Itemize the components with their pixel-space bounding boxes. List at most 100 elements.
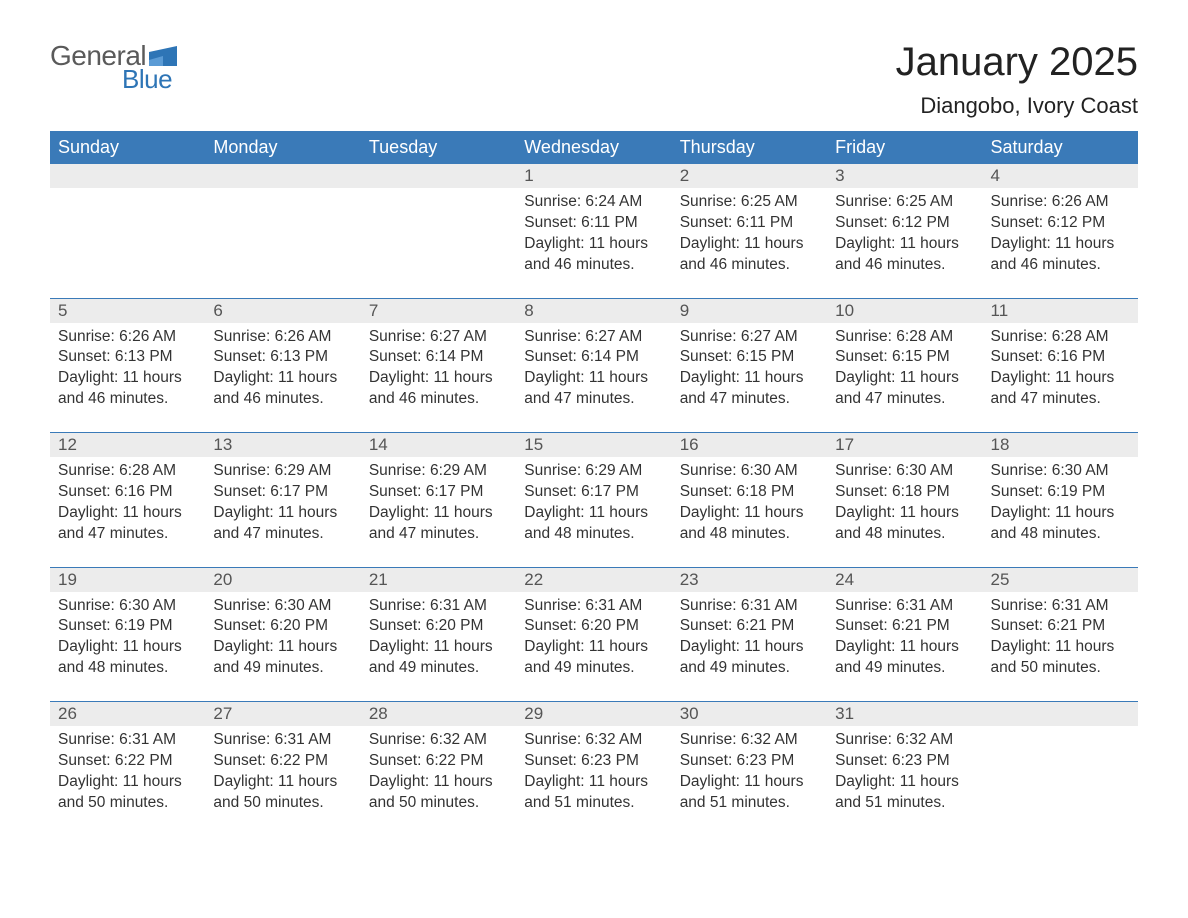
daylight-line: Daylight: 11 hours and 48 minutes. <box>835 503 974 545</box>
sunrise-line: Sunrise: 6:31 AM <box>58 730 197 751</box>
sunset-line: Sunset: 6:22 PM <box>369 751 508 772</box>
day-detail-cell: Sunrise: 6:28 AMSunset: 6:16 PMDaylight:… <box>50 457 205 567</box>
sunset-line: Sunset: 6:20 PM <box>369 616 508 637</box>
day-number-row: 19202122232425 <box>50 567 1138 592</box>
day-number-cell: 25 <box>983 567 1138 592</box>
sunrise-line: Sunrise: 6:30 AM <box>991 461 1130 482</box>
sunrise-line: Sunrise: 6:30 AM <box>213 596 352 617</box>
sunrise-line: Sunrise: 6:31 AM <box>213 730 352 751</box>
sunrise-line: Sunrise: 6:26 AM <box>58 327 197 348</box>
day-number-row: 262728293031 <box>50 702 1138 727</box>
sunset-line: Sunset: 6:21 PM <box>835 616 974 637</box>
calendar-table: Sunday Monday Tuesday Wednesday Thursday… <box>50 131 1138 836</box>
day-detail-cell: Sunrise: 6:30 AMSunset: 6:18 PMDaylight:… <box>672 457 827 567</box>
day-detail-cell: Sunrise: 6:25 AMSunset: 6:12 PMDaylight:… <box>827 188 982 298</box>
sunset-line: Sunset: 6:12 PM <box>991 213 1130 234</box>
sunrise-line: Sunrise: 6:27 AM <box>369 327 508 348</box>
month-title: January 2025 <box>896 40 1138 85</box>
day-number-cell <box>50 164 205 188</box>
location: Diangobo, Ivory Coast <box>896 93 1138 119</box>
day-number-cell: 3 <box>827 164 982 188</box>
sunset-line: Sunset: 6:11 PM <box>680 213 819 234</box>
day-detail-cell: Sunrise: 6:25 AMSunset: 6:11 PMDaylight:… <box>672 188 827 298</box>
day-number-cell: 8 <box>516 298 671 323</box>
sunrise-line: Sunrise: 6:27 AM <box>680 327 819 348</box>
sunset-line: Sunset: 6:23 PM <box>680 751 819 772</box>
day-detail-cell: Sunrise: 6:31 AMSunset: 6:21 PMDaylight:… <box>672 592 827 702</box>
sunrise-line: Sunrise: 6:28 AM <box>58 461 197 482</box>
day-number-cell: 17 <box>827 433 982 458</box>
sunrise-line: Sunrise: 6:32 AM <box>835 730 974 751</box>
day-detail-cell: Sunrise: 6:28 AMSunset: 6:15 PMDaylight:… <box>827 323 982 433</box>
daylight-line: Daylight: 11 hours and 51 minutes. <box>680 772 819 814</box>
weekday-header: Thursday <box>672 131 827 164</box>
sunset-line: Sunset: 6:20 PM <box>524 616 663 637</box>
day-number-cell: 5 <box>50 298 205 323</box>
daylight-line: Daylight: 11 hours and 47 minutes. <box>991 368 1130 410</box>
daylight-line: Daylight: 11 hours and 46 minutes. <box>213 368 352 410</box>
day-detail-cell <box>983 726 1138 836</box>
day-number-cell: 28 <box>361 702 516 727</box>
sunrise-line: Sunrise: 6:31 AM <box>369 596 508 617</box>
sunset-line: Sunset: 6:21 PM <box>680 616 819 637</box>
sunset-line: Sunset: 6:15 PM <box>680 347 819 368</box>
logo-text-blue: Blue <box>122 64 172 95</box>
sunrise-line: Sunrise: 6:25 AM <box>680 192 819 213</box>
sunset-line: Sunset: 6:13 PM <box>213 347 352 368</box>
day-number-cell: 26 <box>50 702 205 727</box>
day-detail-cell: Sunrise: 6:27 AMSunset: 6:14 PMDaylight:… <box>516 323 671 433</box>
day-detail-cell: Sunrise: 6:31 AMSunset: 6:21 PMDaylight:… <box>983 592 1138 702</box>
day-detail-cell <box>361 188 516 298</box>
weekday-header: Wednesday <box>516 131 671 164</box>
day-detail-cell: Sunrise: 6:31 AMSunset: 6:20 PMDaylight:… <box>516 592 671 702</box>
day-detail-cell: Sunrise: 6:32 AMSunset: 6:22 PMDaylight:… <box>361 726 516 836</box>
logo: General Blue <box>50 40 177 95</box>
sunset-line: Sunset: 6:22 PM <box>58 751 197 772</box>
sunset-line: Sunset: 6:22 PM <box>213 751 352 772</box>
sunset-line: Sunset: 6:18 PM <box>835 482 974 503</box>
sunrise-line: Sunrise: 6:25 AM <box>835 192 974 213</box>
daylight-line: Daylight: 11 hours and 47 minutes. <box>213 503 352 545</box>
sunrise-line: Sunrise: 6:30 AM <box>835 461 974 482</box>
day-detail-cell <box>50 188 205 298</box>
day-number-cell <box>983 702 1138 727</box>
sunset-line: Sunset: 6:12 PM <box>835 213 974 234</box>
flag-icon <box>149 46 177 66</box>
day-number-cell: 22 <box>516 567 671 592</box>
sunset-line: Sunset: 6:19 PM <box>991 482 1130 503</box>
day-detail-cell: Sunrise: 6:26 AMSunset: 6:12 PMDaylight:… <box>983 188 1138 298</box>
daylight-line: Daylight: 11 hours and 51 minutes. <box>835 772 974 814</box>
weekday-header: Friday <box>827 131 982 164</box>
daylight-line: Daylight: 11 hours and 50 minutes. <box>991 637 1130 679</box>
day-number-cell: 21 <box>361 567 516 592</box>
day-detail-cell: Sunrise: 6:32 AMSunset: 6:23 PMDaylight:… <box>516 726 671 836</box>
daylight-line: Daylight: 11 hours and 46 minutes. <box>524 234 663 276</box>
sunrise-line: Sunrise: 6:29 AM <box>369 461 508 482</box>
sunrise-line: Sunrise: 6:31 AM <box>991 596 1130 617</box>
sunrise-line: Sunrise: 6:32 AM <box>524 730 663 751</box>
day-detail-row: Sunrise: 6:31 AMSunset: 6:22 PMDaylight:… <box>50 726 1138 836</box>
day-detail-cell: Sunrise: 6:29 AMSunset: 6:17 PMDaylight:… <box>205 457 360 567</box>
day-detail-cell: Sunrise: 6:31 AMSunset: 6:21 PMDaylight:… <box>827 592 982 702</box>
daylight-line: Daylight: 11 hours and 50 minutes. <box>58 772 197 814</box>
sunset-line: Sunset: 6:20 PM <box>213 616 352 637</box>
day-number-cell: 11 <box>983 298 1138 323</box>
daylight-line: Daylight: 11 hours and 46 minutes. <box>835 234 974 276</box>
day-number-cell: 30 <box>672 702 827 727</box>
sunset-line: Sunset: 6:17 PM <box>213 482 352 503</box>
day-detail-row: Sunrise: 6:24 AMSunset: 6:11 PMDaylight:… <box>50 188 1138 298</box>
calendar-body: 1234Sunrise: 6:24 AMSunset: 6:11 PMDayli… <box>50 164 1138 836</box>
sunset-line: Sunset: 6:17 PM <box>524 482 663 503</box>
day-detail-row: Sunrise: 6:28 AMSunset: 6:16 PMDaylight:… <box>50 457 1138 567</box>
day-detail-cell: Sunrise: 6:31 AMSunset: 6:22 PMDaylight:… <box>205 726 360 836</box>
day-number-cell: 20 <box>205 567 360 592</box>
day-number-cell: 23 <box>672 567 827 592</box>
day-number-cell: 10 <box>827 298 982 323</box>
day-number-cell: 12 <box>50 433 205 458</box>
daylight-line: Daylight: 11 hours and 48 minutes. <box>991 503 1130 545</box>
sunrise-line: Sunrise: 6:26 AM <box>991 192 1130 213</box>
sunset-line: Sunset: 6:13 PM <box>58 347 197 368</box>
sunrise-line: Sunrise: 6:28 AM <box>991 327 1130 348</box>
sunset-line: Sunset: 6:21 PM <box>991 616 1130 637</box>
day-number-cell: 31 <box>827 702 982 727</box>
